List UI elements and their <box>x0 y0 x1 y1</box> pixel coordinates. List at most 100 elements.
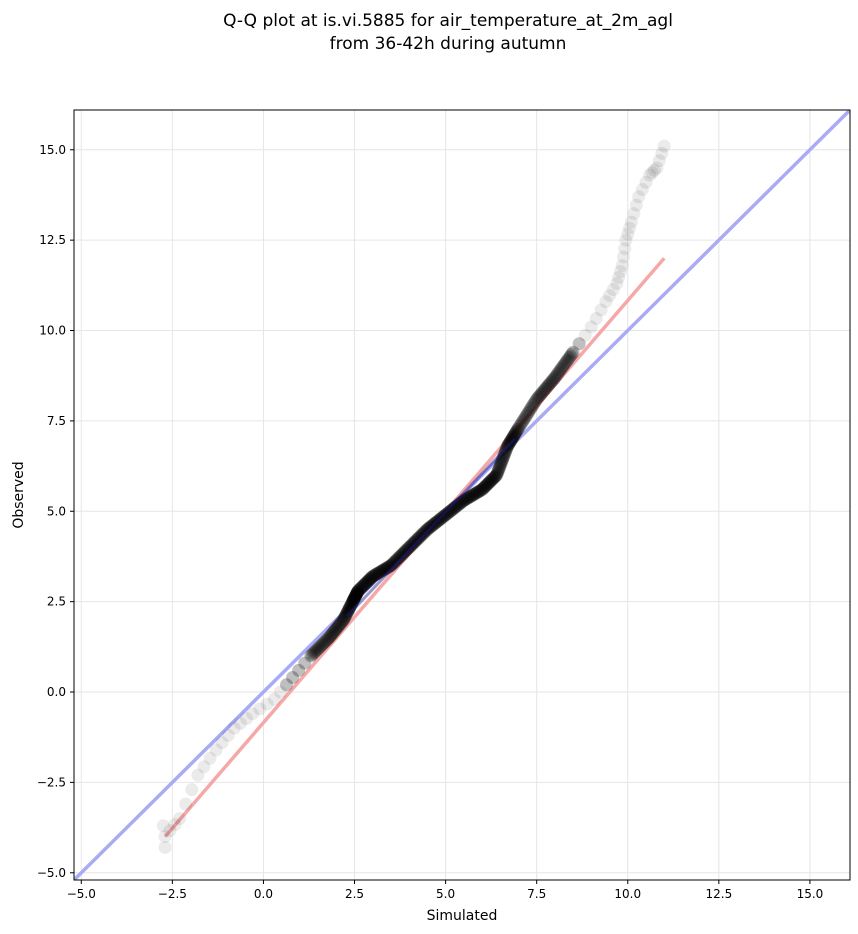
data-point <box>308 645 322 659</box>
data-point <box>318 635 332 649</box>
data-point <box>416 526 430 540</box>
data-point <box>599 295 613 309</box>
data-point <box>500 441 514 455</box>
data-point <box>647 163 661 177</box>
data-point <box>350 585 364 599</box>
data-point <box>477 481 491 495</box>
data-point <box>657 139 671 153</box>
data-point <box>253 702 267 716</box>
data-point <box>185 783 199 797</box>
x-axis-ticks: −5.0 −2.5 0.0 2.5 5.0 7.5 10.0 12.5 15.0 <box>67 880 824 901</box>
data-point <box>508 428 522 442</box>
data-point <box>618 242 632 256</box>
data-point <box>515 415 529 429</box>
data-point <box>514 417 528 431</box>
data-point <box>351 584 365 598</box>
y-axis-ticks: −5.0 −2.5 0.0 2.5 5.0 7.5 10.0 12.5 15.0 <box>37 143 74 880</box>
data-point <box>362 573 376 587</box>
data-point <box>344 597 358 611</box>
data-point <box>606 283 620 297</box>
data-point <box>158 840 172 854</box>
data-point <box>494 458 508 472</box>
data-point <box>179 797 193 811</box>
data-point <box>305 648 319 662</box>
chart-subtitle: from 36-42h during autumn <box>330 34 567 54</box>
data-point <box>309 644 323 658</box>
data-point <box>489 469 503 483</box>
data-point <box>564 349 578 363</box>
x-tick-label: −5.0 <box>67 887 96 901</box>
data-point <box>358 577 372 591</box>
data-point <box>496 452 510 466</box>
x-tick-label: 12.5 <box>705 887 732 901</box>
data-point <box>551 367 565 381</box>
data-point <box>470 486 484 500</box>
data-point <box>490 468 504 482</box>
data-point <box>566 345 580 359</box>
data-point <box>335 615 349 629</box>
data-point <box>562 351 576 365</box>
x-tick-label: −2.5 <box>158 887 187 901</box>
data-point <box>340 605 354 619</box>
data-point <box>458 493 472 507</box>
y-tick-label: 7.5 <box>47 414 66 428</box>
data-point <box>365 570 379 584</box>
data-point <box>476 482 490 496</box>
data-point <box>347 592 361 606</box>
data-point <box>462 490 476 504</box>
data-point <box>357 578 371 592</box>
data-point <box>565 347 579 361</box>
data-point <box>319 633 333 647</box>
data-point <box>650 161 664 175</box>
data-point <box>504 433 518 447</box>
data-point <box>494 456 508 470</box>
data-point <box>280 678 294 692</box>
data-point <box>346 593 360 607</box>
data-point <box>323 630 337 644</box>
data-point <box>361 575 375 589</box>
data-point <box>402 540 416 554</box>
fit-line <box>163 257 666 838</box>
data-point <box>474 483 488 497</box>
data-point <box>541 378 555 392</box>
data-point <box>364 571 378 585</box>
data-point <box>528 394 542 408</box>
data-point <box>439 508 453 522</box>
data-point <box>558 356 572 370</box>
data-point <box>610 277 624 291</box>
data-point <box>273 685 287 699</box>
data-point <box>366 569 380 583</box>
data-point <box>325 627 339 641</box>
data-point <box>459 492 473 506</box>
data-point <box>356 579 370 593</box>
data-point <box>511 422 525 436</box>
data-point <box>526 398 540 412</box>
x-tick-label: 15.0 <box>797 887 824 901</box>
data-point <box>560 354 574 368</box>
data-point <box>522 405 536 419</box>
plot-area <box>74 110 850 880</box>
data-point <box>346 595 360 609</box>
data-point <box>554 361 568 375</box>
data-point <box>578 328 592 342</box>
data-point <box>298 656 312 670</box>
data-point <box>209 743 223 757</box>
data-point <box>475 483 489 497</box>
data-point <box>420 522 434 536</box>
data-point <box>405 538 419 552</box>
data-point <box>375 564 389 578</box>
data-point <box>431 514 445 528</box>
data-point <box>479 478 493 492</box>
data-point <box>471 485 485 499</box>
data-point <box>441 506 455 520</box>
data-point <box>400 543 414 557</box>
data-point <box>381 560 395 574</box>
data-point <box>519 409 533 423</box>
data-point <box>337 613 351 627</box>
grid-lines <box>74 110 850 880</box>
data-point <box>530 392 544 406</box>
data-point <box>483 474 497 488</box>
data-point <box>509 425 523 439</box>
y-tick-label: 5.0 <box>47 504 66 518</box>
data-point <box>339 608 353 622</box>
